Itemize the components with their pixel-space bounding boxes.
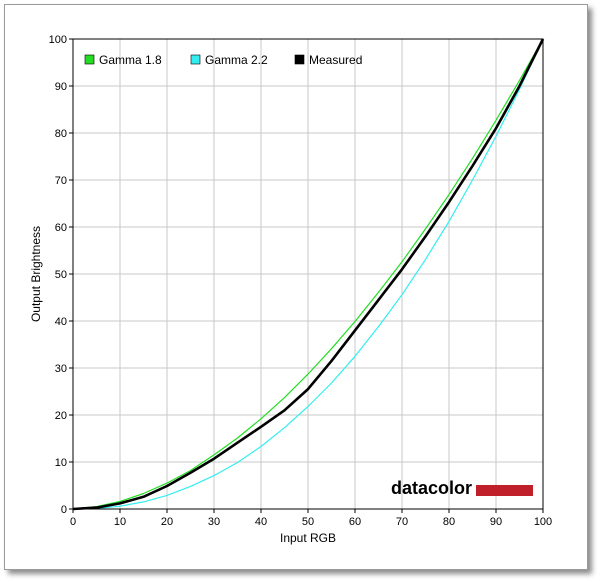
x-tick-label: 40 (255, 516, 267, 528)
x-tick-label: 70 (396, 516, 408, 528)
legend-swatch (190, 54, 201, 65)
brand-name: datacolor (391, 478, 472, 498)
y-tick-label: 80 (55, 128, 67, 140)
x-tick-label: 50 (302, 516, 314, 528)
y-tick-label: 10 (55, 457, 67, 469)
legend-label: Gamma 1.8 (99, 53, 162, 67)
y-tick-label: 0 (61, 504, 67, 516)
y-tick-label: 30 (55, 363, 67, 375)
gridlines (73, 39, 543, 509)
x-tick-label: 90 (490, 516, 502, 528)
y-tick-label: 90 (55, 81, 67, 93)
chart-frame: 0 10 20 30 40 50 60 70 80 90 100 0 10 20 30 40 50 60 70 80 9… (4, 4, 588, 570)
y-tick-label: 40 (55, 316, 67, 328)
x-tick-label: 30 (208, 516, 220, 528)
legend-label: Measured (309, 53, 362, 67)
legend: Gamma 1.8 Gamma 2.2 Measured (84, 53, 362, 67)
y-tick-label: 100 (49, 34, 67, 46)
x-tick-label: 60 (349, 516, 361, 528)
y-tick-label: 20 (55, 410, 67, 422)
legend-swatch (294, 54, 305, 65)
x-tick-label: 0 (70, 516, 76, 528)
x-tick-label: 100 (534, 516, 552, 528)
legend-swatch (84, 54, 95, 65)
x-axis-title: Input RGB (280, 531, 336, 545)
datacolor-logo: datacolor (391, 478, 533, 498)
chart: 0 10 20 30 40 50 60 70 80 90 100 0 10 20 30 40 50 60 70 80 9… (29, 34, 553, 545)
brand-bar (476, 485, 533, 496)
series-line-gamma-2-2 (72, 38, 544, 510)
axis-ticks: 0 10 20 30 40 50 60 70 80 90 100 0 10 20 30 40 50 60 70 80 9… (49, 34, 553, 528)
x-tick-label: 10 (114, 516, 126, 528)
series-lines (72, 38, 545, 511)
y-axis-title: Output Brightness (29, 226, 43, 322)
legend-label: Gamma 2.2 (205, 53, 268, 67)
x-tick-label: 20 (161, 516, 173, 528)
x-tick-label: 80 (443, 516, 455, 528)
y-tick-label: 70 (55, 175, 67, 187)
y-tick-label: 60 (55, 222, 67, 234)
series-line-gamma-1-8 (72, 38, 544, 510)
y-tick-label: 50 (55, 269, 67, 281)
series-line-measured (72, 38, 545, 511)
